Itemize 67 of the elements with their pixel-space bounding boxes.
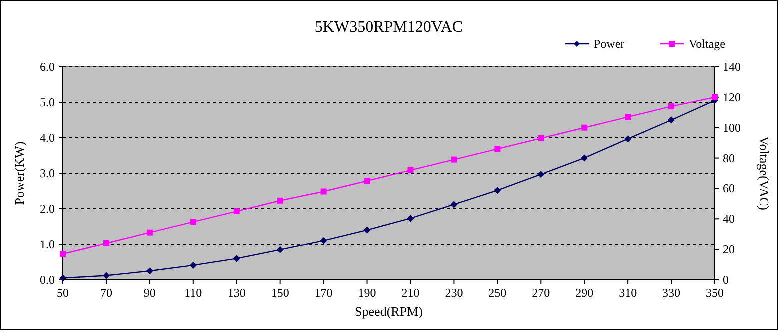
point bbox=[450, 201, 458, 208]
y2-tick-label: 60 bbox=[723, 182, 735, 196]
y2-axis-title: Voltage(VAC) bbox=[757, 136, 772, 210]
point bbox=[494, 187, 502, 194]
point bbox=[146, 268, 154, 275]
y-tick-label: 0.0 bbox=[40, 273, 55, 287]
y-tick-label: 6.0 bbox=[40, 60, 55, 74]
point bbox=[582, 124, 588, 131]
y-tick-label: 3.0 bbox=[40, 166, 55, 180]
point bbox=[364, 226, 371, 234]
point bbox=[190, 262, 197, 269]
point bbox=[320, 188, 327, 195]
point bbox=[102, 272, 110, 280]
y2-tick-label: 100 bbox=[723, 120, 741, 135]
x-tick-label: 90 bbox=[144, 286, 156, 300]
point bbox=[624, 136, 632, 143]
point bbox=[538, 136, 544, 142]
y-tick-label: 2.0 bbox=[40, 202, 55, 216]
x-tick-label: 290 bbox=[576, 286, 594, 300]
legend-label: Voltage bbox=[689, 37, 726, 51]
y2-tick-label: 120 bbox=[723, 90, 741, 104]
point bbox=[277, 198, 284, 204]
point bbox=[60, 251, 66, 258]
x-tick-label: 190 bbox=[358, 286, 376, 300]
x-tick-label: 130 bbox=[228, 286, 246, 300]
point bbox=[364, 178, 370, 184]
point bbox=[276, 246, 284, 254]
point bbox=[190, 219, 196, 226]
point bbox=[408, 167, 414, 174]
point bbox=[538, 171, 545, 178]
legend-label: Power bbox=[594, 37, 625, 51]
point bbox=[712, 94, 718, 100]
point bbox=[581, 154, 588, 162]
x-tick-label: 270 bbox=[532, 286, 550, 300]
point bbox=[451, 156, 458, 163]
x-tick-label: 70 bbox=[100, 286, 112, 300]
chart-title: 5KW350RPM120VAC bbox=[314, 19, 464, 36]
point bbox=[407, 215, 414, 222]
x-tick-label: 250 bbox=[488, 286, 507, 300]
y-tick-label: 5.0 bbox=[40, 96, 55, 110]
y-tick-label: 1.0 bbox=[40, 238, 55, 252]
x-tick-label: 110 bbox=[184, 286, 202, 300]
x-tick-label: 150 bbox=[271, 286, 290, 300]
point bbox=[320, 237, 328, 244]
point bbox=[146, 230, 153, 236]
y2-tick-label: 0 bbox=[723, 273, 729, 287]
x-tick-label: 350 bbox=[706, 286, 724, 300]
x-tick-label: 50 bbox=[57, 286, 69, 300]
x-tick-label: 210 bbox=[402, 286, 420, 300]
point bbox=[668, 104, 675, 110]
x-tick-label: 310 bbox=[619, 286, 638, 300]
x-axis-title: Speed(RPM) bbox=[355, 304, 423, 319]
x-tick-label: 230 bbox=[445, 286, 464, 300]
y2-tick-label: 140 bbox=[723, 60, 741, 74]
point bbox=[103, 240, 110, 246]
point bbox=[233, 255, 240, 262]
y2-tick-label: 20 bbox=[723, 242, 735, 257]
point bbox=[625, 114, 632, 120]
point bbox=[494, 146, 501, 152]
point bbox=[668, 116, 676, 124]
y-tick-label: 4.0 bbox=[40, 131, 55, 145]
y-axis-title: Power(KW) bbox=[12, 142, 27, 206]
x-tick-label: 330 bbox=[662, 286, 681, 300]
x-tick-label: 170 bbox=[314, 286, 333, 300]
point bbox=[234, 208, 240, 215]
y2-tick-label: 80 bbox=[723, 151, 735, 166]
y2-tick-label: 40 bbox=[723, 212, 735, 226]
